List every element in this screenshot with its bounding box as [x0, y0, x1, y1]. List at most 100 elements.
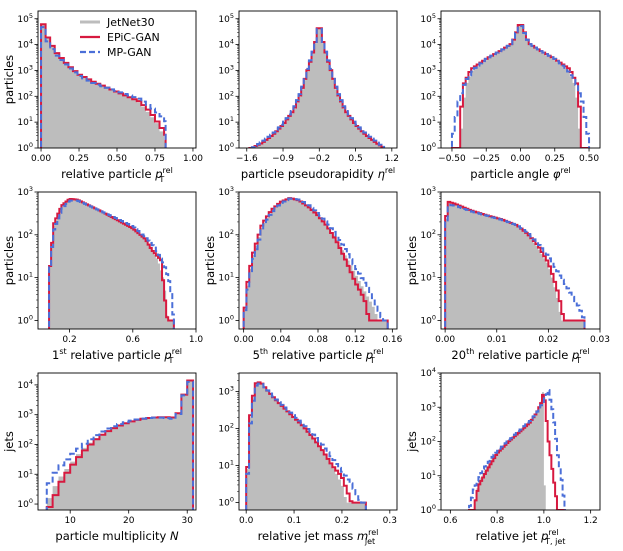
y-tick-label: 102 — [218, 89, 234, 102]
legend-label: EPiC-GAN — [107, 31, 160, 44]
x-tick-label: 0.00 — [234, 335, 254, 345]
y-tick-label: 105 — [218, 12, 234, 25]
x-axis-label: particle multiplicity N — [55, 529, 179, 543]
x-tick-label: 20 — [123, 516, 135, 526]
y-tick-label: 101 — [420, 271, 436, 284]
y-tick-label: 103 — [17, 63, 33, 76]
axes-frame — [37, 191, 197, 330]
y-axis-label: particles — [203, 236, 217, 285]
x-tick-label: 0.12 — [345, 335, 365, 345]
y-tick-label: 102 — [17, 228, 33, 241]
jetnet30-hist — [246, 382, 366, 510]
panel-1: 0.00 0.25 0.50 0.75 1.00 100 101 102 103 104 105 re… — [2, 10, 203, 184]
y-axis-label: jets — [2, 431, 16, 453]
x-tick-label: 0.50 — [107, 154, 127, 164]
y-tick-label: 104 — [420, 366, 436, 379]
y-tick-label: 100 — [218, 496, 234, 509]
y-tick-label: 103 — [420, 63, 436, 76]
legend: JetNet30 EPiC-GAN MP-GAN — [80, 16, 160, 59]
mp-gan-hist — [48, 199, 175, 329]
panel-2: −1.6 −0.9 −0.2 0.5 1.2 100 101 102 103 104 105 part… — [218, 10, 399, 181]
y-tick-label: 102 — [17, 89, 33, 102]
mp-gan-hist — [242, 197, 389, 329]
x-tick-label: 0.2 — [62, 335, 76, 345]
y-tick-label: 100 — [218, 141, 234, 154]
panel-9: 0.6 0.8 1.0 1.2 100 101 102 103 104 relative jet … — [405, 366, 601, 546]
x-tick-label: 0.3 — [383, 516, 397, 526]
panel-6: 0.00 0.01 0.02 0.03 100 101 102 103 20th relativ… — [405, 185, 610, 365]
y-tick-label: 100 — [420, 313, 436, 326]
x-tick-label: 0.2 — [335, 516, 349, 526]
x-tick-label: 0.00 — [31, 154, 51, 164]
y-tick-label: 103 — [420, 185, 436, 198]
x-tick-label: 1.0 — [189, 335, 204, 345]
x-axis-label: 20th relative particle prel T — [451, 347, 589, 365]
panel-7: 10 20 30 100 101 102 103 104 particle multiplici… — [2, 372, 197, 543]
mp-gan-hist — [468, 389, 566, 510]
y-tick-label: 100 — [218, 313, 234, 326]
mp-gan-hist — [450, 25, 591, 148]
x-tick-label: 0.02 — [538, 335, 558, 345]
y-tick-label: 100 — [17, 497, 33, 510]
x-tick-label: −0.50 — [438, 154, 466, 164]
y-tick-label: 101 — [17, 271, 33, 284]
x-axis-label: particle angle φrel — [470, 166, 570, 181]
x-tick-label: 0.50 — [579, 154, 599, 164]
x-tick-label: 1.0 — [537, 516, 552, 526]
x-tick-label: 0.25 — [69, 154, 89, 164]
x-axis-label: relative particle prel T — [61, 166, 173, 184]
y-tick-label: 101 — [420, 469, 436, 482]
x-tick-label: 0.16 — [382, 335, 402, 345]
y-tick-label: 100 — [17, 141, 33, 154]
epic-gan-hist — [242, 197, 389, 329]
x-tick-label: 30 — [181, 516, 193, 526]
y-tick-label: 102 — [218, 422, 234, 435]
y-tick-label: 101 — [218, 271, 234, 284]
x-tick-label: 0.75 — [145, 154, 165, 164]
y-tick-label: 102 — [420, 435, 436, 448]
y-tick-label: 101 — [17, 115, 33, 128]
x-axis-label: 1st relative particle prel T — [52, 347, 182, 365]
y-tick-label: 100 — [420, 503, 436, 516]
x-tick-label: 0.00 — [435, 335, 455, 345]
y-axis-label: jets — [405, 431, 419, 453]
mp-gan-hist — [245, 382, 367, 510]
jetnet30-hist — [243, 198, 388, 329]
axes-frame — [440, 191, 601, 330]
x-tick-label: 0.8 — [490, 516, 505, 526]
jetnet30-hist — [49, 199, 174, 329]
axes-frame — [238, 10, 398, 149]
jetnet30-hist — [251, 28, 385, 148]
axes-frame — [238, 372, 398, 511]
y-tick-label: 102 — [420, 228, 436, 241]
x-tick-label: 0.6 — [126, 335, 141, 345]
x-tick-label: 1.00 — [183, 154, 203, 164]
y-tick-label: 104 — [218, 38, 234, 51]
y-tick-label: 100 — [17, 313, 33, 326]
y-tick-label: 105 — [17, 12, 33, 25]
y-tick-label: 102 — [420, 89, 436, 102]
y-tick-label: 104 — [17, 378, 33, 391]
y-tick-label: 103 — [218, 185, 234, 198]
y-tick-label: 101 — [218, 459, 234, 472]
x-tick-label: 1.2 — [385, 154, 399, 164]
y-tick-label: 103 — [17, 408, 33, 421]
x-tick-label: 1.2 — [583, 516, 597, 526]
x-tick-label: −0.2 — [308, 154, 330, 164]
y-axis-label: particles — [2, 236, 16, 285]
y-tick-label: 102 — [218, 228, 234, 241]
x-tick-label: 0.01 — [487, 335, 507, 345]
y-tick-label: 101 — [17, 467, 33, 480]
y-tick-label: 100 — [420, 141, 436, 154]
legend-label: MP-GAN — [107, 46, 152, 59]
panel-4: 0.2 0.6 1.0 100 101 102 103 1st relative partic… — [2, 185, 204, 365]
axes-frame — [37, 372, 197, 511]
mp-gan-hist — [40, 26, 167, 148]
legend-label: JetNet30 — [106, 16, 155, 29]
x-tick-label: 0.25 — [545, 154, 565, 164]
mp-gan-hist — [45, 380, 195, 510]
x-axis-label: relative jet mass mrel jet — [258, 528, 379, 546]
mp-gan-hist — [248, 28, 386, 148]
jetnet30-hist — [46, 380, 194, 510]
